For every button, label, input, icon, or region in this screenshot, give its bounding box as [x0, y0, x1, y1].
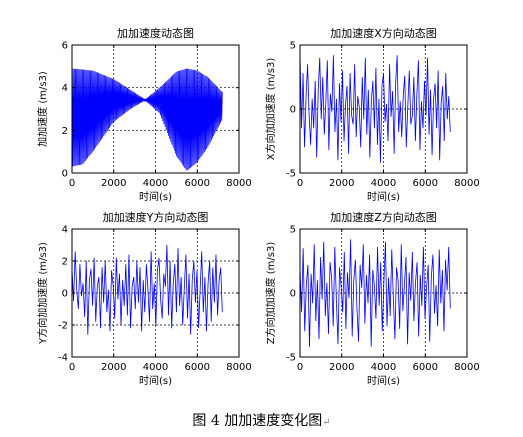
y-tick-label: -4 — [58, 353, 68, 364]
x-tick-label: 0 — [69, 362, 75, 373]
x-axis-label: 时间(s) — [367, 190, 400, 203]
x-axis-label: 时间(s) — [139, 374, 172, 387]
y-tick-label: -5 — [286, 169, 296, 180]
y-axis-label: Z方向加加速度 (m/s3) — [264, 242, 277, 345]
subplot-4: 0 2000 4000 6000 8000-505加加速度Z方向动态图时间(s)Z方向加… — [264, 210, 480, 387]
series-line — [71, 68, 223, 171]
x-tick-label: 8000 — [454, 362, 479, 373]
y-axis-label: Y方向加加速度 (m/s3) — [36, 242, 49, 345]
y-tick-label: 4 — [62, 225, 68, 236]
x-tick-label: 6000 — [185, 362, 210, 373]
x-tick-label: 4000 — [371, 178, 396, 189]
subplot-title: 加加速度X方向动态图 — [330, 26, 437, 40]
series-line — [299, 51, 451, 163]
x-tick-label: 2000 — [101, 362, 126, 373]
x-tick-label: 4000 — [371, 362, 396, 373]
y-tick-label: 0 — [290, 105, 296, 116]
figure-caption: 图 4 加加速度变化图 — [192, 413, 323, 429]
series-line — [299, 239, 451, 347]
x-tick-label: 2000 — [329, 178, 354, 189]
y-axis-label: 加加速度 (m/s3) — [36, 71, 49, 147]
paragraph-mark: ↵ — [322, 417, 331, 428]
y-axis-label: X方向加加速度 (m/s3) — [264, 58, 277, 161]
x-tick-label: 8000 — [226, 178, 251, 189]
y-tick-label: 4 — [62, 83, 68, 94]
y-tick-label: 0 — [290, 289, 296, 300]
x-tick-label: 6000 — [413, 362, 438, 373]
x-tick-label: 4000 — [143, 178, 168, 189]
y-tick-label: 6 — [62, 41, 68, 52]
x-tick-label: 8000 — [226, 362, 251, 373]
y-tick-label: 0 — [62, 289, 68, 300]
x-tick-label: 8000 — [454, 178, 479, 189]
x-tick-label: 6000 — [185, 178, 210, 189]
y-tick-label: 5 — [290, 41, 296, 52]
y-tick-label: -5 — [286, 353, 296, 364]
x-tick-label: 4000 — [143, 362, 168, 373]
x-tick-label: 6000 — [413, 178, 438, 189]
subplot-title: 加加速度Z方向动态图 — [330, 210, 437, 224]
x-tick-label: 2000 — [329, 362, 354, 373]
y-tick-label: 2 — [62, 126, 68, 137]
x-tick-label: 2000 — [101, 178, 126, 189]
x-axis-label: 时间(s) — [367, 374, 400, 387]
figure-caption-box: 图 4 加加速度变化图↵ — [0, 410, 523, 430]
x-tick-label: 0 — [297, 362, 303, 373]
y-tick-label: 5 — [290, 225, 296, 236]
y-tick-label: 0 — [62, 169, 68, 180]
x-axis-label: 时间(s) — [139, 190, 172, 203]
x-tick-label: 0 — [69, 178, 75, 189]
subplot-title: 加加速度动态图 — [117, 26, 194, 40]
y-tick-label: -2 — [58, 321, 68, 332]
series-line — [71, 244, 223, 335]
subplot-title: 加加速度Y方向动态图 — [103, 210, 209, 224]
subplot-2: 0 2000 4000 6000 8000-505加加速度X方向动态图时间(s)X方向加… — [264, 26, 480, 203]
y-tick-label: 2 — [62, 257, 68, 268]
x-tick-label: 0 — [297, 178, 303, 189]
